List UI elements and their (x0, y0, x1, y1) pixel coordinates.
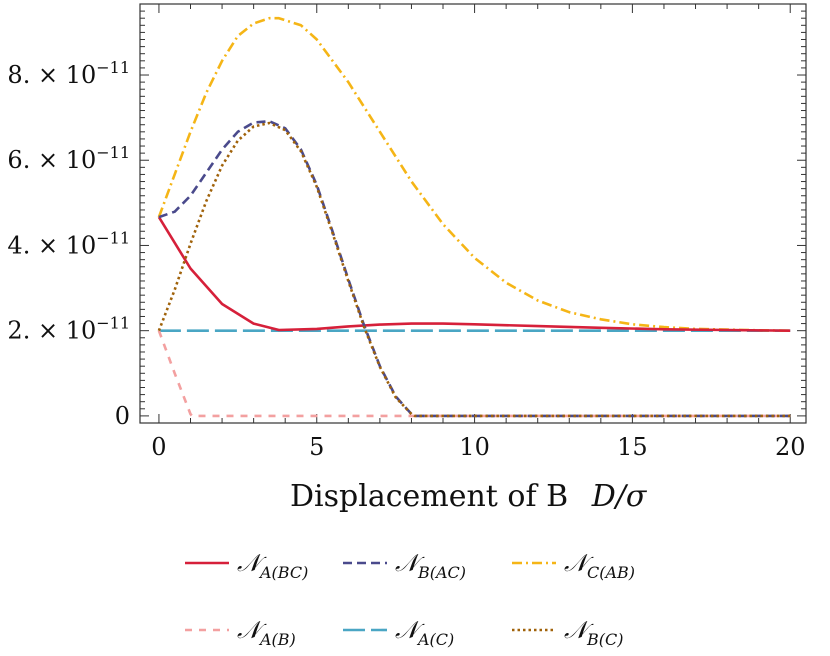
y-tick-label: 8. × 10−11 (7, 58, 130, 89)
y-tick-mantissa: 1. × 10 (7, 0, 96, 4)
series-line-cab (157, 16, 791, 332)
y-tick-label: 1. × 10−10 (7, 0, 130, 4)
x-tick-label: 5 (309, 433, 324, 461)
legend-item: 𝒩A(C) (343, 616, 454, 649)
y-tick-exponent: −11 (96, 58, 130, 77)
y-tick-labels: 02. × 10−114. × 10−116. × 10−118. × 10−1… (7, 0, 130, 430)
legend-label: 𝒩C(AB) (564, 549, 635, 582)
y-tick-exponent: −11 (96, 314, 130, 333)
plot-frame (139, 3, 807, 424)
series-line-bc (157, 121, 791, 418)
legend-label: 𝒩B(AC) (395, 549, 466, 582)
series-line-ab (157, 330, 791, 418)
y-tick-mantissa: 2. × 10 (7, 317, 96, 345)
y-tick-exponent: −11 (96, 143, 130, 162)
legend-item: 𝒩B(C) (512, 616, 623, 649)
legend-subscript: A(B) (258, 630, 296, 649)
y-tick-mantissa: 4. × 10 (7, 231, 96, 259)
legend-subscript: A(C) (416, 630, 454, 649)
legend-item: 𝒩B(AC) (343, 549, 466, 582)
y-tick-label: 6. × 10−11 (7, 143, 130, 174)
y-tick-mantissa: 8. × 10 (7, 61, 96, 89)
legend-subscript: B(C) (586, 630, 623, 649)
series-line-bac (158, 119, 791, 418)
y-tick-mantissa: 6. × 10 (7, 146, 96, 174)
series-line-abc (157, 216, 791, 332)
x-tick-labels: 0 5 10 15 20 (151, 433, 805, 461)
x-axis-label-text: Displacement of B (290, 479, 568, 514)
legend-subscript: B(AC) (417, 563, 466, 582)
legend-label: 𝒩B(C) (564, 616, 623, 649)
x-axis-label: Displacement of B D/σ (290, 479, 648, 514)
legend-label: 𝒩A(B) (237, 616, 296, 649)
x-tick-label: 15 (617, 433, 648, 461)
y-tick-mantissa: 0 (115, 402, 130, 430)
legend-label: 𝒩A(BC) (237, 549, 308, 582)
y-tick-exponent: −11 (96, 228, 130, 247)
y-tick-label: 0 (115, 402, 130, 430)
legend-item: 𝒩A(BC) (185, 549, 308, 582)
legend-item: 𝒩A(B) (185, 616, 296, 649)
legend: 𝒩A(BC) 𝒩B(AC) 𝒩C(AB) 𝒩A(B) 𝒩A(C) 𝒩B(C) (185, 549, 635, 649)
legend-subscript: C(AB) (587, 563, 635, 582)
y-tick-label: 2. × 10−11 (7, 314, 130, 345)
x-tick-label: 0 (151, 433, 166, 461)
series-group (157, 16, 791, 418)
axis-ticks (140, 3, 806, 423)
legend-label: 𝒩A(C) (395, 616, 454, 649)
y-tick-label: 4. × 10−11 (7, 228, 130, 259)
legend-item: 𝒩C(AB) (512, 549, 635, 582)
x-axis-label-variable: D/σ (591, 479, 648, 514)
x-tick-label: 20 (775, 433, 806, 461)
legend-subscript: A(BC) (258, 563, 308, 582)
x-tick-label: 10 (459, 433, 490, 461)
